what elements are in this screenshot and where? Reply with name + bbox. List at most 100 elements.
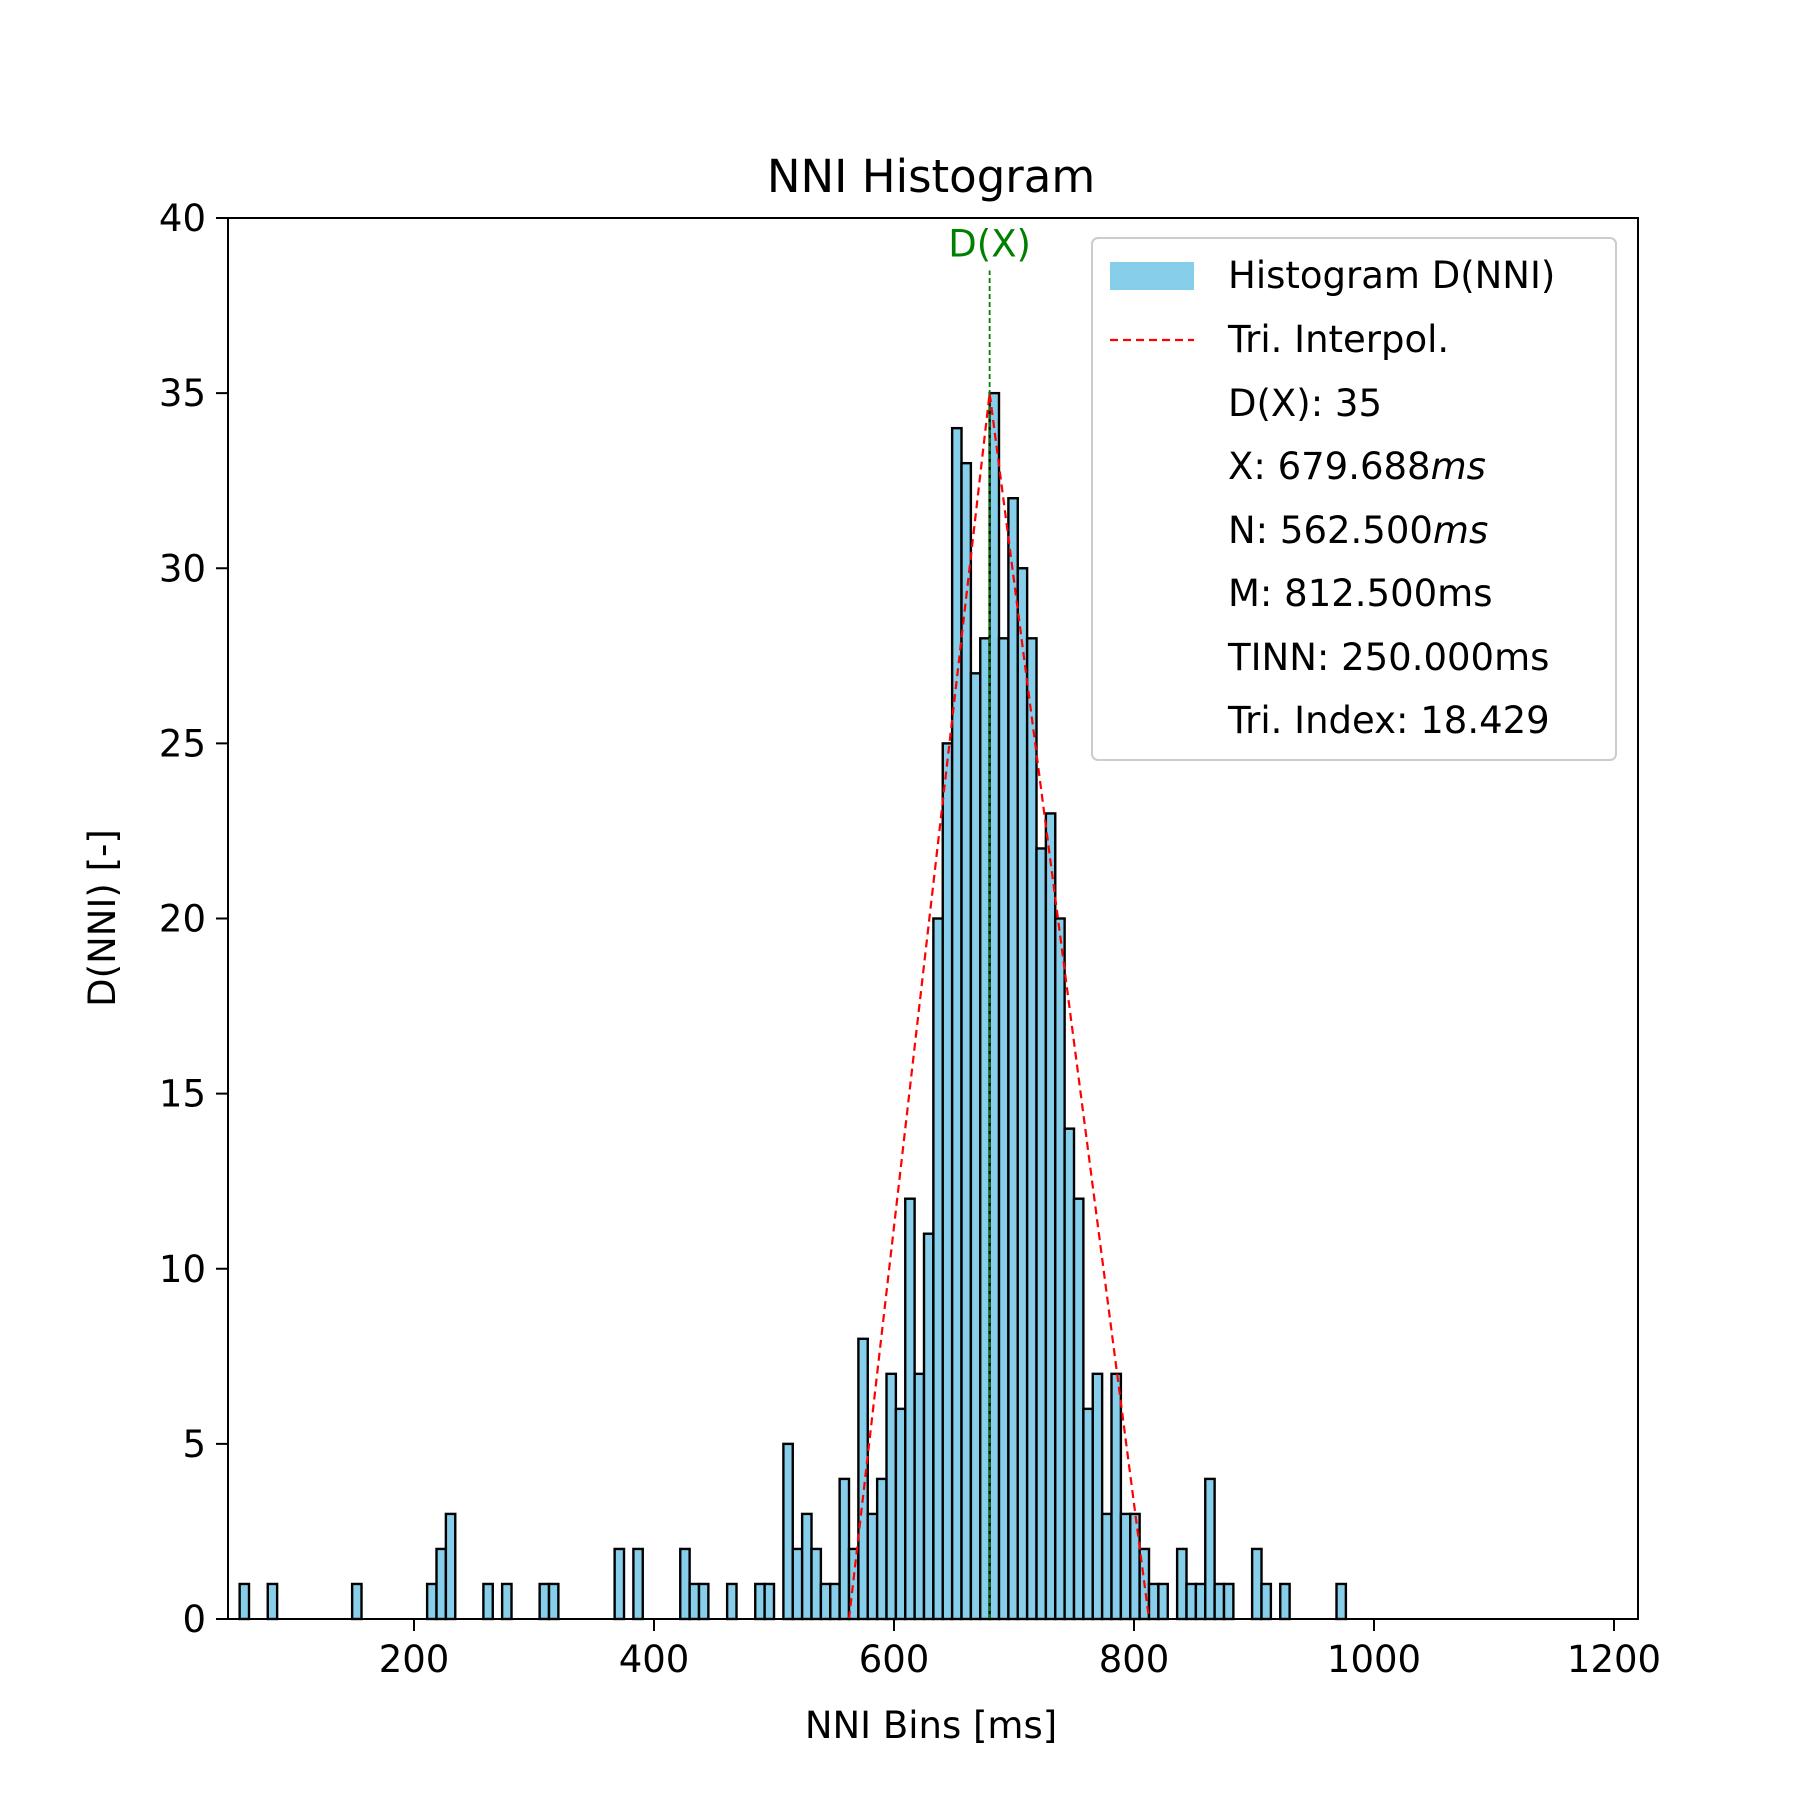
histogram-bar — [988, 391, 1001, 1621]
legend-interpolation-label: Tri. Interpol. — [1227, 318, 1449, 361]
histogram-bar — [960, 461, 973, 1621]
peak-marker-label: D(X) — [948, 223, 1031, 266]
histogram-bar — [1157, 1582, 1169, 1621]
histogram-bar — [1222, 1582, 1235, 1621]
histogram-bar — [688, 1582, 701, 1621]
y-tick-label: 10 — [159, 1248, 206, 1291]
y-tick-label: 30 — [159, 547, 206, 590]
chart-title: NNI Histogram — [767, 150, 1095, 203]
histogram-bar — [754, 1582, 766, 1621]
histogram-bar — [435, 1547, 448, 1621]
x-tick-label: 1000 — [1327, 1638, 1421, 1681]
histogram-bar — [1147, 1582, 1160, 1621]
histogram-bar — [904, 1197, 916, 1621]
histogram-bar — [1175, 1547, 1188, 1621]
histogram-bar — [632, 1547, 644, 1621]
histogram-bar — [547, 1582, 560, 1621]
histogram-bar — [763, 1582, 776, 1621]
y-tick-label: 40 — [159, 197, 206, 240]
legend-m-value: M: 812.500ms — [1228, 572, 1492, 615]
y-tick-label: 0 — [182, 1598, 206, 1641]
y-axis-title: D(NNI) [-] — [81, 829, 124, 1007]
chart-overlay: D(X) — [847, 223, 1151, 1620]
histogram-bar — [350, 1582, 363, 1621]
histogram-bar — [1260, 1582, 1273, 1621]
histogram-bar — [238, 1582, 251, 1621]
histogram-bar — [922, 1232, 935, 1621]
histogram-bar — [838, 1477, 851, 1621]
legend-tri-index: Tri. Index: 18.429 — [1227, 699, 1550, 742]
legend-box — [1091, 237, 1617, 761]
histogram-bar — [932, 917, 944, 1621]
histogram-bar — [1063, 1127, 1076, 1621]
histogram-bar — [1091, 1372, 1104, 1621]
histogram-bar — [500, 1582, 513, 1621]
histogram-bar — [791, 1547, 804, 1621]
legend: Histogram D(NNI) Tri. Interpol. D(X): 35… — [1091, 237, 1617, 761]
x-tick-label: 200 — [379, 1638, 450, 1681]
histogram-bar — [1194, 1582, 1207, 1621]
histogram-bar — [1007, 497, 1019, 1621]
histogram-bar — [266, 1582, 279, 1621]
legend-histogram-label: Histogram D(NNI) — [1228, 254, 1555, 297]
histogram-bar — [894, 1407, 907, 1621]
x-tick-label: 600 — [859, 1638, 930, 1681]
histogram-bar — [1035, 847, 1048, 1621]
histogram-bar — [1335, 1582, 1348, 1621]
histogram-bar — [941, 742, 954, 1621]
histogram-bar — [1250, 1547, 1263, 1621]
x-axis-title: NNI Bins [ms] — [805, 1704, 1057, 1747]
histogram-bar — [997, 637, 1010, 1621]
histogram-bar — [800, 1512, 813, 1621]
histogram-bar — [1119, 1512, 1132, 1621]
histogram-bar — [1100, 1512, 1113, 1621]
y-tick-label: 35 — [159, 372, 206, 415]
histogram-bar — [1025, 637, 1038, 1621]
histogram-bar — [1044, 812, 1057, 1621]
histogram-bar — [1072, 1197, 1085, 1621]
x-tick-label: 1200 — [1567, 1638, 1661, 1681]
histogram-bar — [613, 1547, 626, 1621]
histogram-bar — [875, 1477, 888, 1621]
histogram-bar — [697, 1582, 710, 1621]
histogram-bar — [969, 672, 982, 1621]
histogram-bar — [819, 1582, 832, 1621]
histogram-bar — [847, 1547, 860, 1621]
y-tick-label: 25 — [159, 722, 206, 765]
histogram-bar — [679, 1547, 691, 1621]
y-tick-label: 20 — [159, 898, 206, 941]
histogram-bar — [1279, 1582, 1291, 1621]
y-axis-ticks: 0 5 10 15 20 25 30 35 40 — [159, 197, 228, 1641]
histogram-bar — [866, 1512, 879, 1621]
histogram-bar — [1016, 567, 1029, 1621]
histogram-bar — [538, 1582, 551, 1621]
histogram-bar — [1204, 1477, 1216, 1621]
x-tick-label: 800 — [1099, 1638, 1170, 1681]
x-axis-ticks: 200 400 600 800 1000 1200 — [379, 1619, 1661, 1681]
triangular-interpolation-line — [847, 392, 1151, 1620]
histogram-bar — [913, 1372, 926, 1621]
histogram-bar — [829, 1582, 841, 1621]
histogram-bar — [885, 1372, 898, 1621]
histogram-bar — [1082, 1407, 1094, 1621]
histogram-bar — [725, 1582, 738, 1621]
histogram-bar — [857, 1337, 869, 1621]
legend-x-value: X: 679.688ms — [1228, 445, 1486, 488]
y-tick-label: 15 — [159, 1073, 206, 1116]
histogram-bar — [444, 1512, 457, 1621]
y-tick-label: 5 — [182, 1423, 206, 1466]
histogram-bar — [950, 426, 963, 1621]
histogram-bar — [482, 1582, 494, 1621]
legend-dx: D(X): 35 — [1228, 382, 1382, 425]
legend-tinn: TINN: 250.000ms — [1227, 636, 1549, 679]
histogram-bar — [425, 1582, 438, 1621]
legend-n-value: N: 562.500ms — [1228, 509, 1488, 552]
histogram-bar — [810, 1547, 823, 1621]
histogram-bar — [1213, 1582, 1226, 1621]
histogram-bar — [1110, 1372, 1123, 1621]
histogram-bar — [1054, 917, 1066, 1621]
x-tick-label: 400 — [619, 1638, 690, 1681]
histogram-bar — [782, 1442, 794, 1621]
legend-histogram-swatch — [1110, 262, 1194, 290]
